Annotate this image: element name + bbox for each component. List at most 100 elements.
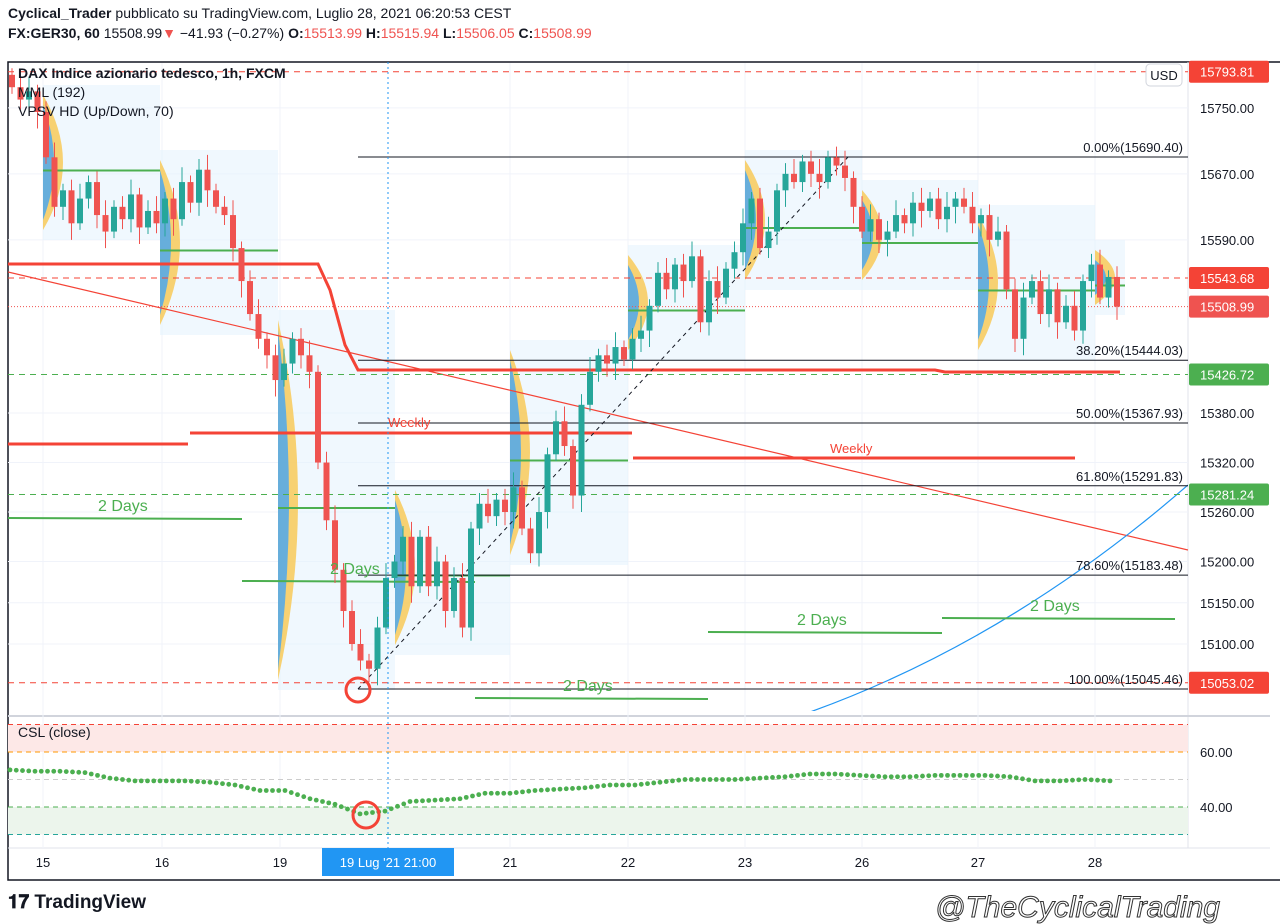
- csl-dot: [720, 777, 725, 782]
- candle-body: [570, 446, 576, 496]
- candle-body: [255, 314, 262, 339]
- legend-mml[interactable]: MML (192): [18, 84, 85, 100]
- csl-dot: [1013, 775, 1019, 781]
- symbol[interactable]: FX:GER30, 60: [8, 25, 100, 41]
- csl-dot: [101, 774, 107, 780]
- chart-frame: [7, 61, 1280, 881]
- csl-dot: [20, 768, 25, 773]
- legend-csl[interactable]: CSL (close): [18, 724, 91, 740]
- candle-body: [765, 231, 772, 249]
- candle-body: [60, 190, 66, 207]
- candle-body: [757, 198, 763, 249]
- candle-body: [281, 363, 287, 381]
- csl-dot: [651, 780, 657, 786]
- csl-overbought-band: [8, 724, 1188, 752]
- candles: [9, 68, 1120, 686]
- price-label-badge: [1189, 295, 1269, 318]
- csl-dot: [732, 777, 738, 782]
- candle-body: [612, 347, 619, 364]
- price-label-text: 15053.02: [1200, 676, 1254, 691]
- csl-dot: [495, 790, 500, 796]
- time-tick[interactable]: 27: [971, 855, 985, 870]
- csl-dot: [788, 773, 794, 779]
- time-tick[interactable]: 22: [621, 855, 635, 870]
- price-label-badge: [1189, 60, 1269, 83]
- time-tick[interactable]: 16: [155, 855, 169, 870]
- csl-dot: [776, 774, 782, 780]
- candle-body: [221, 206, 228, 216]
- csl-dot: [257, 788, 263, 793]
- csl-dot: [1051, 778, 1057, 784]
- candle-body: [434, 561, 440, 587]
- fib-level-label: 61.80%(15291.83): [1076, 469, 1183, 484]
- legend-vpsv[interactable]: VPSV HD (Up/Down, 70): [18, 103, 174, 119]
- candle-body: [816, 173, 823, 183]
- candle-body: [187, 182, 194, 203]
- price-axis[interactable]: 15750.00 15670.00 15590.00 15380.00 15320.00…: [1189, 60, 1269, 815]
- candle-body: [799, 161, 806, 183]
- overlay-drawings: Weekly Weekly 2 Days 2 Days 2 Days 2 Days 2 Da…: [7, 140, 1183, 830]
- published-text: pubblicato su TradingView.com, Luglio 28…: [115, 5, 512, 21]
- csl-dot: [451, 796, 457, 802]
- csl-dot: [726, 777, 732, 782]
- candle-body: [697, 256, 704, 323]
- candle-body: [179, 182, 185, 220]
- candle-body: [1080, 281, 1086, 331]
- candle-body: [748, 198, 755, 224]
- csl-dot: [807, 771, 813, 777]
- csl-dot: [345, 806, 350, 812]
- candle-body: [1071, 305, 1078, 331]
- candle-body: [153, 210, 160, 224]
- csl-dot: [188, 778, 194, 784]
- csl-dot: [57, 768, 63, 774]
- time-axis[interactable]: 15 16 19 21 22 23 26 27 28: [36, 855, 1102, 870]
- csl-dot: [820, 771, 825, 777]
- candle-body: [459, 578, 466, 628]
- candle-body: [918, 202, 925, 211]
- candle-body: [731, 252, 738, 269]
- author[interactable]: Cyclical_Trader: [8, 5, 112, 21]
- time-tick[interactable]: 28: [1088, 855, 1102, 870]
- time-tick[interactable]: 21: [503, 855, 517, 870]
- candle-body: [502, 499, 508, 513]
- csl-dot: [95, 772, 100, 778]
- candle-body: [944, 206, 950, 220]
- csl-dot: [982, 772, 988, 778]
- candle-body: [876, 219, 882, 240]
- last-price: 15508.99: [103, 25, 163, 41]
- candle-body: [1046, 289, 1052, 315]
- csl-dot: [332, 801, 338, 807]
- tradingview-logo[interactable]: 𝟏𝟕 TradingView: [8, 892, 146, 914]
- two-days-label: 2 Days: [330, 561, 380, 578]
- csl-dot: [838, 771, 844, 777]
- two-days-line: [474, 697, 709, 700]
- csl-dot: [488, 790, 494, 796]
- csl-dot: [813, 771, 819, 777]
- csl-dot: [476, 792, 482, 798]
- csl-dot: [607, 782, 613, 788]
- currency-label: USD: [1150, 68, 1177, 83]
- time-tick[interactable]: 26: [855, 855, 869, 870]
- weekly-label: Weekly: [388, 415, 431, 430]
- currency-badge[interactable]: USD: [1145, 63, 1183, 87]
- csl-dot: [163, 778, 169, 784]
- csl-dot: [907, 774, 913, 780]
- csl-dot: [157, 778, 163, 784]
- price-tick: 15750.00: [1200, 101, 1254, 116]
- candle-body: [1063, 305, 1069, 323]
- csl-dot: [976, 772, 982, 778]
- open-label: O:: [288, 25, 304, 41]
- grid: [8, 63, 1188, 848]
- csl-dot: [426, 798, 432, 803]
- csl-dot: [313, 797, 319, 803]
- time-tick[interactable]: 23: [738, 855, 752, 870]
- csl-dot: [226, 781, 232, 787]
- price-change: −41.93 (−0.27%): [179, 25, 285, 41]
- time-tick[interactable]: 15: [36, 855, 50, 870]
- two-days-label: 2 Days: [98, 498, 148, 515]
- csl-dot: [557, 786, 563, 792]
- csl-dot: [401, 801, 407, 807]
- csl-dot: [1107, 778, 1113, 784]
- time-tick[interactable]: 19: [273, 855, 287, 870]
